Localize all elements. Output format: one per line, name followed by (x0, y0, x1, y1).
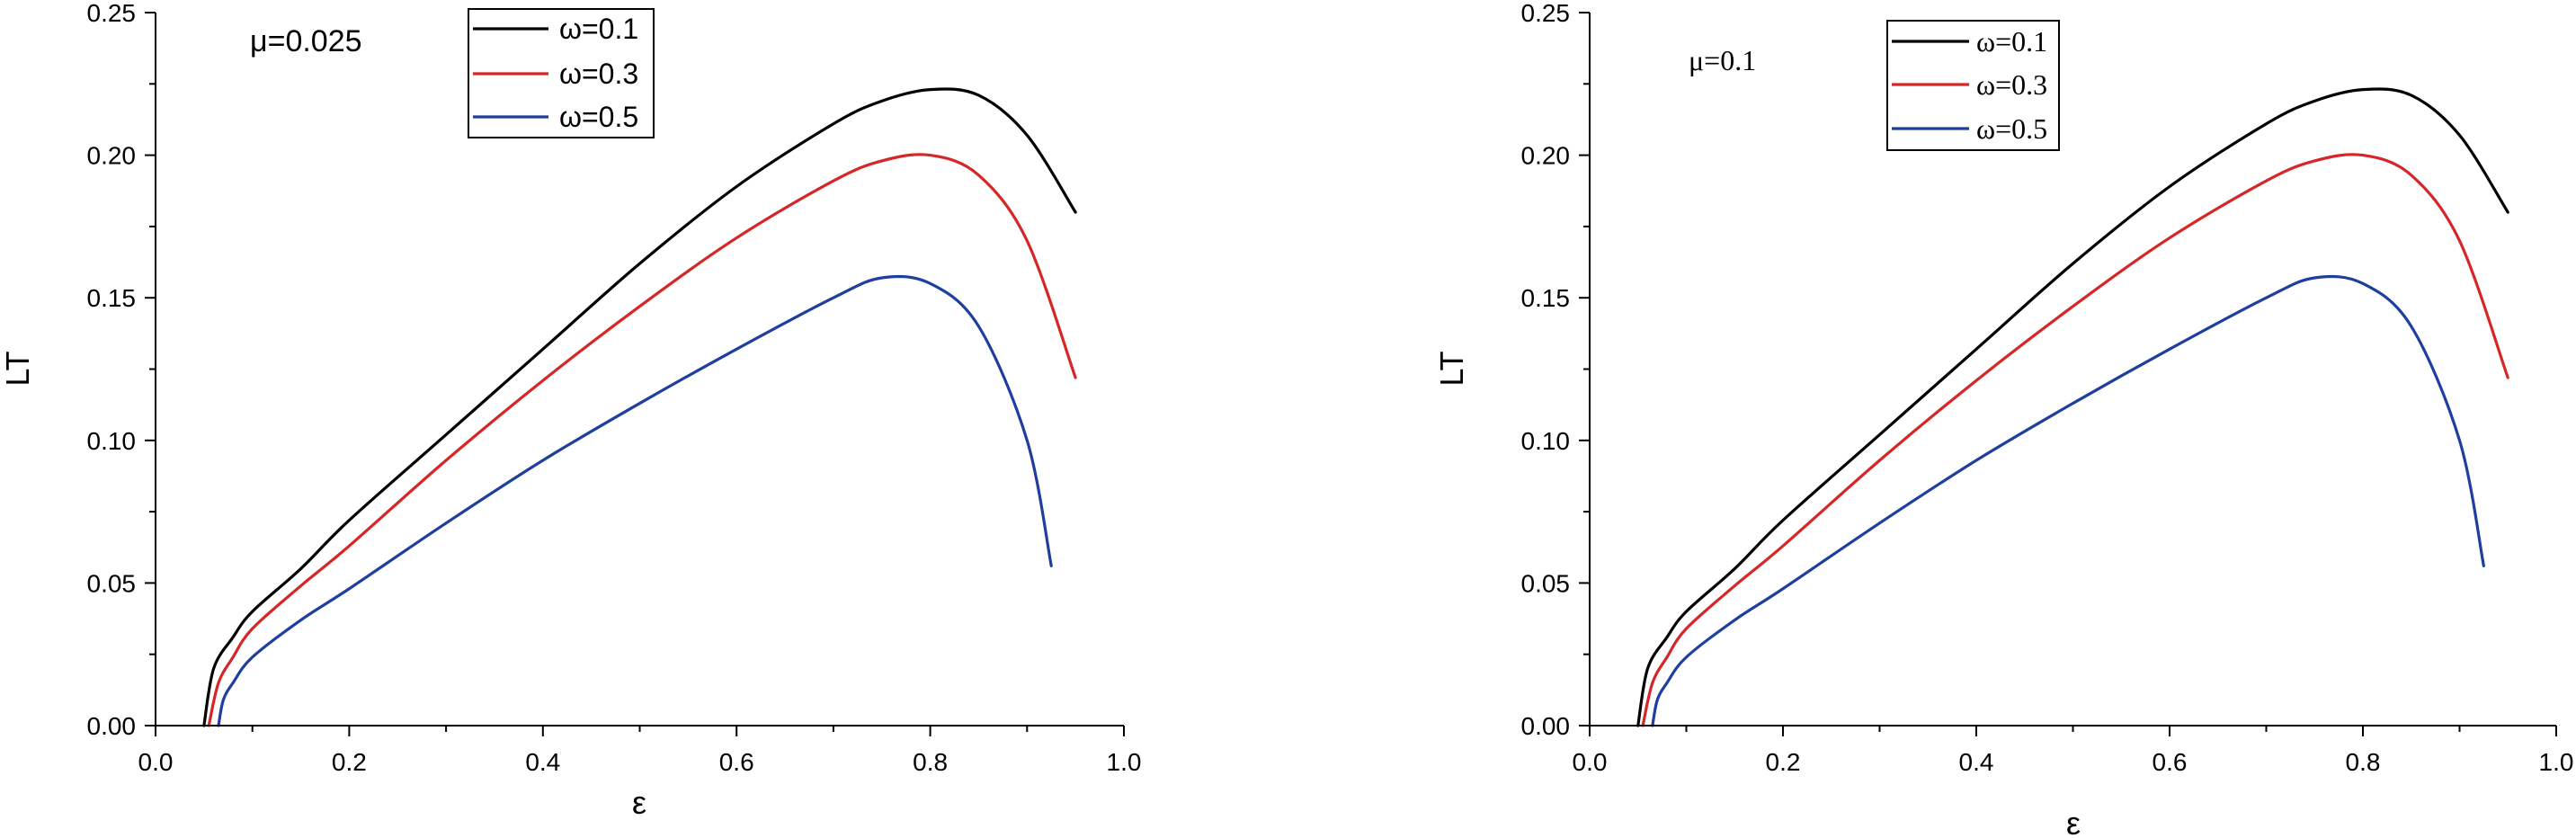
right-x-axis-title: ε (2066, 805, 2081, 838)
right-y-tick-label: 0.10 (1521, 427, 1571, 455)
left-y-tick-label: 0.00 (87, 712, 137, 740)
right-legend-label-1: ω=0.3 (1976, 68, 2047, 101)
right-x-tick-label: 1.0 (2539, 748, 2574, 776)
right-series-line-2 (1651, 274, 2485, 727)
right-mu-annotation: μ=0.1 (1689, 44, 1756, 76)
chart-right: 0.0 0.2 0.4 0.6 0.8 1.0 0.00 0.05 0.10 0.15 0.20 0.… (1433, 0, 2573, 838)
left-x-tick-label: 0.2 (332, 748, 367, 776)
right-y-tick-label: 0.25 (1521, 0, 1571, 27)
right-x-tick-label: 0.6 (2153, 748, 2188, 776)
right-x-tick-label: 0.2 (1766, 748, 1801, 776)
left-legend-label-1: ω=0.3 (559, 58, 638, 90)
left-y-tick-label: 0.15 (87, 284, 137, 312)
chart-left: 0.0 0.2 0.4 0.6 0.8 1.0 0.00 0.05 0.10 0.15 0.20 0.… (0, 0, 1141, 821)
left-series-line-1 (207, 153, 1077, 727)
right-series-line-0 (1636, 87, 2509, 727)
right-y-tick-label: 0.05 (1521, 569, 1571, 597)
left-ticks: 0.0 0.2 0.4 0.6 0.8 1.0 0.00 0.05 0.10 0.15 0.20 0.… (87, 0, 1142, 776)
right-y-tick-label: 0.15 (1521, 284, 1571, 312)
left-x-tick-label: 0.4 (525, 748, 560, 776)
right-y-tick-label: 0.20 (1521, 142, 1571, 170)
right-series-line-1 (1641, 153, 2509, 727)
left-y-tick-label: 0.10 (87, 427, 137, 455)
right-ticks: 0.0 0.2 0.4 0.6 0.8 1.0 0.00 0.05 0.10 0.15 0.20 0.… (1521, 0, 2574, 776)
left-legend-label-2: ω=0.5 (559, 101, 638, 133)
right-x-tick-label: 0.4 (1959, 748, 1994, 776)
right-legend-label-0: ω=0.1 (1976, 25, 2047, 58)
left-series (202, 87, 1077, 727)
right-series (1636, 87, 2509, 727)
left-y-tick-label: 0.25 (87, 0, 137, 27)
left-y-axis-title: LT (0, 351, 36, 386)
left-x-tick-label: 0.6 (719, 748, 754, 776)
left-x-tick-label: 1.0 (1107, 748, 1142, 776)
left-mu-annotation: μ=0.025 (250, 24, 362, 58)
right-y-axis-title: LT (1433, 351, 1470, 386)
right-legend-label-2: ω=0.5 (1976, 112, 2047, 145)
left-legend-label-0: ω=0.1 (559, 13, 638, 45)
left-x-axis-title: ε (632, 784, 646, 821)
left-x-tick-label: 0.8 (913, 748, 948, 776)
right-y-tick-label: 0.00 (1521, 712, 1571, 740)
left-y-tick-label: 0.20 (87, 142, 137, 170)
right-legend: ω=0.1 ω=0.3 ω=0.5 (1886, 20, 2060, 151)
left-series-line-2 (217, 274, 1053, 727)
left-x-tick-label: 0.0 (138, 748, 174, 776)
left-series-line-0 (202, 87, 1077, 727)
right-x-tick-label: 0.8 (2346, 748, 2381, 776)
left-legend: ω=0.1 ω=0.3 ω=0.5 (468, 8, 655, 138)
left-y-tick-label: 0.05 (87, 569, 137, 597)
right-x-tick-label: 0.0 (1573, 748, 1608, 776)
